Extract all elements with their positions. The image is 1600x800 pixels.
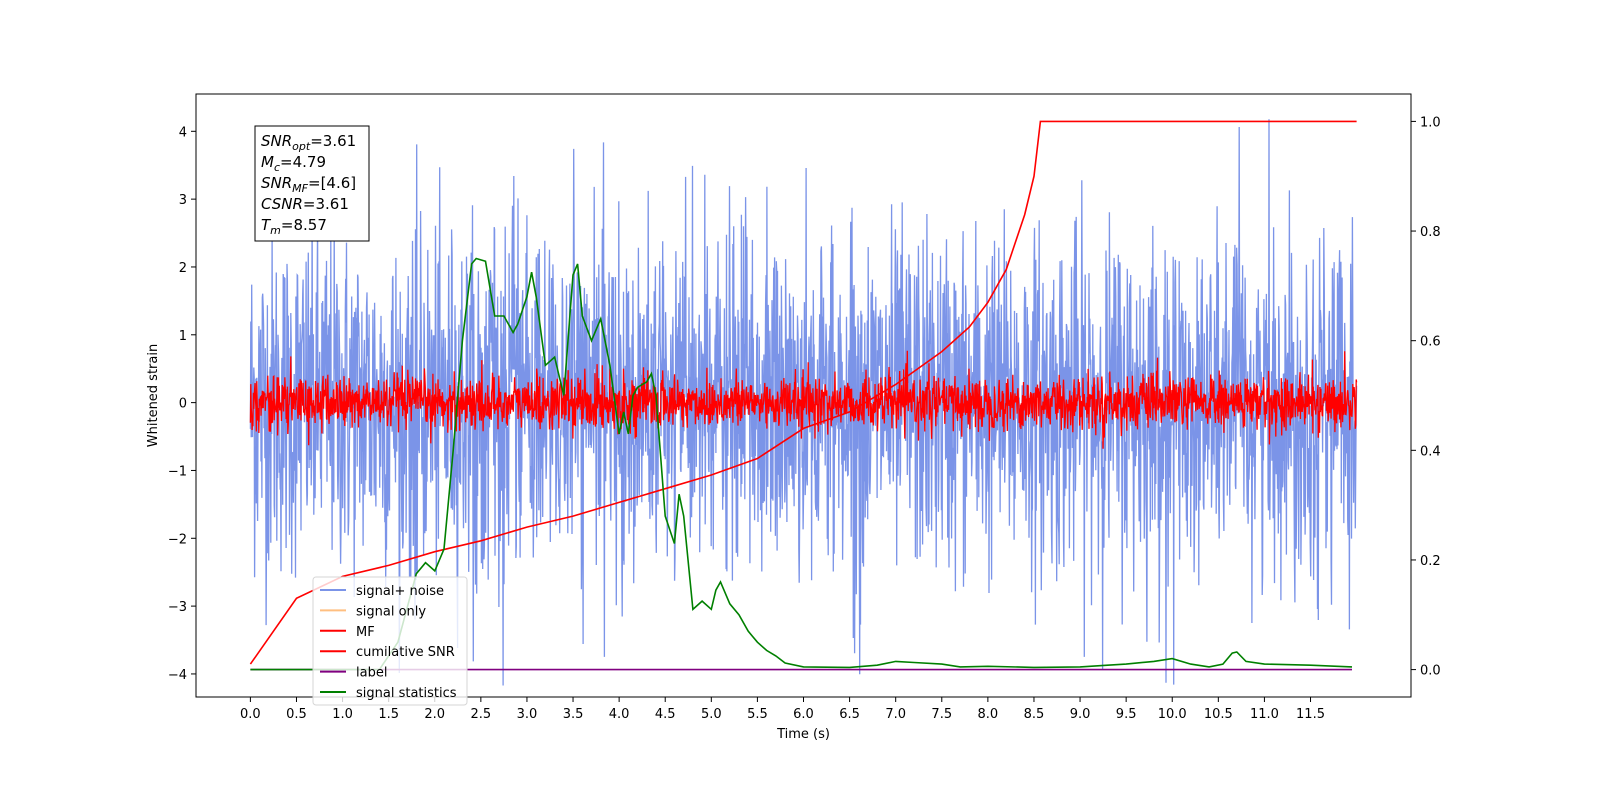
x-tick-label: 8.5: [1024, 707, 1045, 722]
x-axis: 0.0 0.5 1.0 1.5 2.0 2.5 3.0 3.5 4.0 4.5 5.0 5.5 6.0 6…: [240, 697, 1325, 722]
y-axis-label: Whitened strain: [146, 344, 161, 447]
x-tick-label: 6.0: [793, 707, 814, 722]
x-tick-label: 0.0: [240, 707, 261, 722]
legend-label: signal only: [356, 604, 426, 619]
x-tick-label: 9.0: [1070, 707, 1091, 722]
y-tick-label: 0: [179, 397, 187, 412]
x-tick-label: 5.0: [701, 707, 722, 722]
y2-tick-label: 0.4: [1420, 444, 1441, 459]
y2-tick-label: 0.6: [1420, 335, 1441, 350]
legend-label: signal statistics: [356, 686, 457, 701]
legend-frame: [312, 576, 468, 706]
y2-tick-label: 0.8: [1420, 225, 1441, 240]
legend: signal+ noise signal only MF cumilative SNR…: [312, 576, 468, 706]
y2-tick-label: 0.0: [1420, 664, 1441, 679]
x-tick-label: 11.5: [1296, 707, 1325, 722]
x-tick-label: 0.5: [286, 707, 307, 722]
plot-area: [249, 119, 1358, 686]
x-tick-label: 7.5: [931, 707, 952, 722]
x-tick-label: 10.5: [1204, 707, 1233, 722]
series-mf: [249, 350, 1358, 449]
legend-label: MF: [356, 625, 375, 640]
x-tick-label: 4.0: [609, 707, 630, 722]
annotation-line: SNRopt=3.61: [261, 132, 356, 153]
x-axis-label: Time (s): [776, 727, 830, 742]
y-tick-label: −2: [168, 532, 187, 547]
x-tick-label: 2.5: [471, 707, 492, 722]
legend-label: cumilative SNR: [356, 645, 455, 660]
annotation-line: Mc=4.79: [261, 153, 326, 174]
series-signal-noise: [249, 119, 1358, 686]
y-tick-label: −3: [168, 600, 187, 615]
y-tick-label: 3: [179, 193, 187, 208]
y-tick-label: 2: [179, 261, 187, 276]
x-tick-label: 3.5: [563, 707, 584, 722]
y-tick-label: 4: [179, 125, 187, 140]
x-tick-label: 1.0: [332, 707, 353, 722]
x-tick-label: 7.0: [885, 707, 906, 722]
annotation-line: CSNR=3.61: [261, 195, 349, 213]
series-cumilative-snr: [249, 120, 1357, 665]
annotation-line: Tm=8.57: [261, 216, 327, 237]
x-tick-label: 11.0: [1250, 707, 1279, 722]
y2-tick-label: 0.2: [1420, 554, 1441, 569]
x-tick-label: 4.5: [655, 707, 676, 722]
x-tick-label: 8.0: [978, 707, 999, 722]
y-axis-right: 0.0 0.2 0.4 0.6 0.8 1.0: [1411, 115, 1441, 679]
y-tick-label: −1: [168, 464, 187, 479]
y-tick-label: −4: [168, 668, 187, 683]
legend-label: label: [356, 666, 387, 681]
series-signal-statistics: [250, 257, 1353, 671]
y2-tick-label: 1.0: [1420, 115, 1441, 130]
y-tick-label: 1: [179, 329, 187, 344]
annotation-line: SNRMF=[4.6]: [261, 174, 356, 195]
x-tick-label: 5.5: [747, 707, 768, 722]
legend-label: signal+ noise: [356, 584, 444, 599]
x-tick-label: 3.0: [517, 707, 538, 722]
y-axis-left: −4 −3 −2 −1 0 1 2 3 4: [168, 125, 196, 683]
x-tick-label: 10.0: [1158, 707, 1187, 722]
x-tick-label: 9.5: [1116, 707, 1137, 722]
x-tick-label: 2.0: [424, 707, 445, 722]
annotation-frame: [254, 125, 370, 242]
x-tick-label: 1.5: [378, 707, 399, 722]
x-tick-label: 6.5: [839, 707, 860, 722]
